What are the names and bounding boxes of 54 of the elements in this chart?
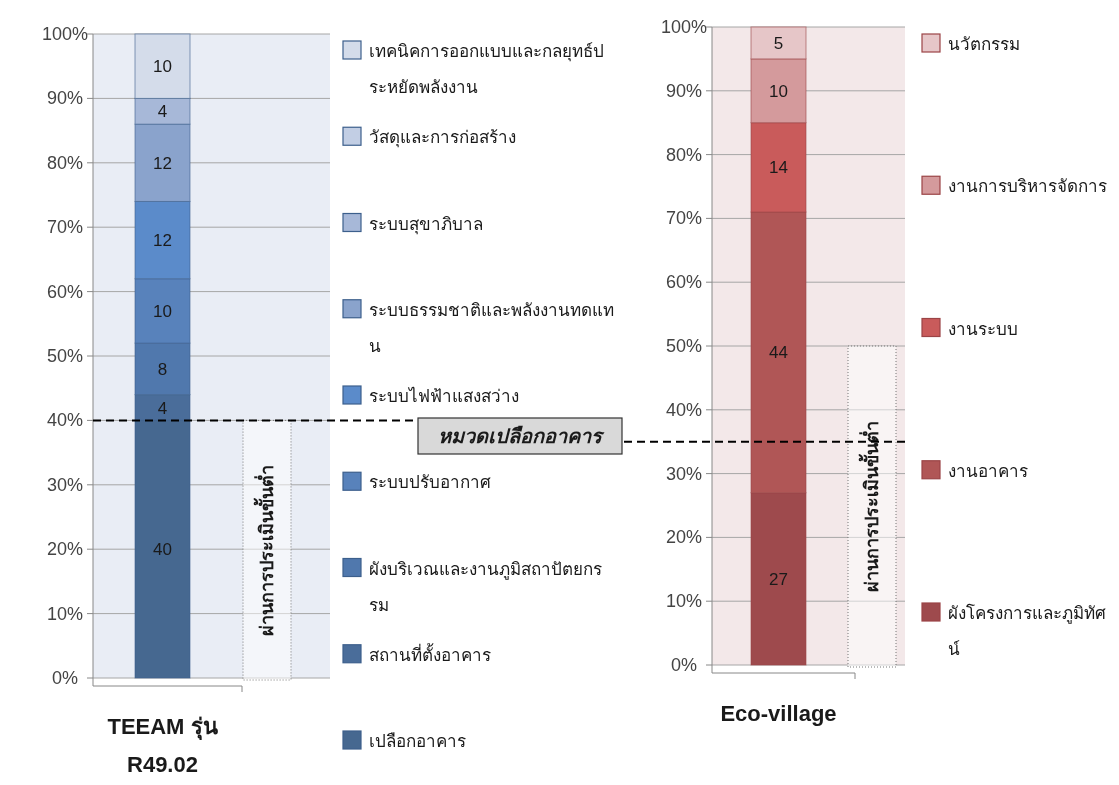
legend-label: ระบบไฟฟ้าแสงสว่าง xyxy=(369,386,519,406)
y-tick-label: 90% xyxy=(665,80,703,101)
y-tick-label: 0% xyxy=(670,655,698,675)
y-tick-label: 50% xyxy=(46,346,84,366)
x-tick-label: Eco-village xyxy=(720,701,837,726)
legend-label: ระบบสุขาภิบาล xyxy=(369,214,483,235)
y-tick-label: 60% xyxy=(46,281,84,302)
y-tick-label: 100% xyxy=(41,24,89,44)
data-label: 8 xyxy=(157,359,168,379)
data-label: 12 xyxy=(153,231,172,251)
y-tick-label: 80% xyxy=(665,144,703,165)
y-tick-label: 40% xyxy=(46,410,84,431)
y-tick-label: 80% xyxy=(46,152,84,173)
data-label: 40 xyxy=(153,540,172,560)
legend-label: งานการบริหารจัดการ xyxy=(948,177,1107,197)
band-label: ผ่านการประเมินขั้นต่ำ xyxy=(253,464,277,636)
data-label: 10 xyxy=(153,57,172,77)
legend-label: งานอาคาร xyxy=(948,461,1028,481)
legend-label: ผังบริเวณและงานภูมิสถาปัตยกรรม xyxy=(369,559,602,615)
data-label: 4 xyxy=(157,398,168,418)
data-label: 27 xyxy=(769,569,788,589)
legend-label: ผังโครงการและภูมิทัศน์ xyxy=(948,603,1106,659)
legend-label: นวัตกรรม xyxy=(948,35,1020,54)
y-tick-label: 10% xyxy=(46,603,84,624)
data-label: 44 xyxy=(769,343,788,363)
y-tick-label: 70% xyxy=(46,217,84,238)
data-label: 5 xyxy=(773,33,784,53)
legend-label: ระบบปรับอากาศ xyxy=(369,473,491,493)
x-tick-label: TEEAM รุ่น R49.02 xyxy=(107,714,218,777)
legend-label: ระบบธรรมชาติและพลังงานทดแทน xyxy=(369,300,614,356)
legend-label: วัสดุและการก่อสร้าง xyxy=(369,128,516,149)
legend-label: งานระบบ xyxy=(948,319,1018,339)
y-tick-label: 40% xyxy=(665,399,703,420)
band-label: ผ่านการประเมินขั้นต่ำ xyxy=(858,421,882,592)
y-tick-label: 60% xyxy=(665,272,703,293)
y-tick-label: 50% xyxy=(665,336,703,356)
legend-label: สถานที่ตั้งอาคาร xyxy=(369,642,491,665)
y-tick-label: 0% xyxy=(51,668,79,688)
y-tick-label: 90% xyxy=(46,88,84,109)
data-label: 12 xyxy=(153,153,172,173)
y-tick-label: 30% xyxy=(46,474,84,495)
y-tick-label: 20% xyxy=(665,527,703,548)
text: หมวดเปลือกอาคาร xyxy=(438,425,605,447)
legend-label: เทคนิคการออกแบบและกลยุทธ์ประหยัดพลังงาน xyxy=(369,42,604,97)
legend-label: เปลือกอาคาร xyxy=(369,732,466,751)
y-tick-label: 30% xyxy=(665,463,703,484)
data-label: 10 xyxy=(153,301,172,321)
y-tick-label: 100% xyxy=(660,17,708,37)
data-label: 4 xyxy=(157,102,168,122)
data-label: 10 xyxy=(769,81,788,101)
y-tick-label: 70% xyxy=(665,208,703,229)
y-tick-label: 10% xyxy=(665,591,703,612)
data-label: 14 xyxy=(769,158,788,178)
y-tick-label: 20% xyxy=(46,539,84,560)
